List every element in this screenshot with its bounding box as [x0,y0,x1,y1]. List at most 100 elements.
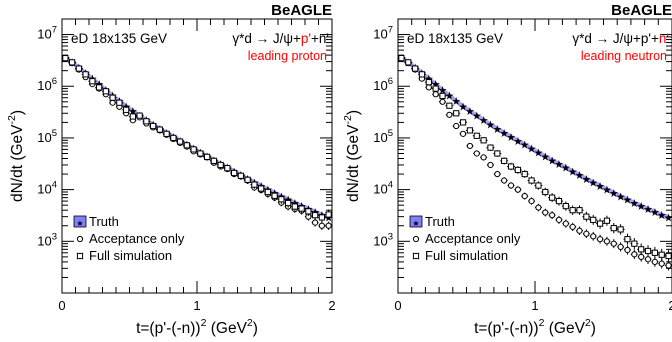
truth-point: ★ [492,124,502,136]
acceptance-point [487,161,494,169]
fullsim-point [318,214,325,221]
fullsim-point [562,202,569,210]
acceptance-point [617,243,624,250]
truth-point: ★ [616,191,626,203]
acceptance-point [473,150,480,157]
acceptance-point [542,209,549,216]
legend-fullsim-marker [76,252,84,260]
fullsim-point [658,251,665,258]
fullsim-point [291,203,298,210]
fullsim-point [156,126,163,133]
fullsim-point [177,138,184,145]
truth-point: ★ [664,212,672,224]
fullsim-point [466,127,474,134]
truth-point: ★ [629,198,639,210]
acceptance-point [480,154,487,161]
fullsim-point [418,71,426,78]
x-tick-label: 2 [668,298,672,313]
y-tick-label: 105 [373,128,393,145]
x-tick-label: 1 [193,298,200,313]
fullsim-point [610,225,617,232]
fullsim-point [251,181,258,188]
truth-point: ★ [324,212,334,224]
beam-label: eD 18x135 GeV [407,31,503,46]
fullsim-point [305,208,312,215]
legend-label: Acceptance only [425,231,521,246]
acceptance-point [583,230,590,237]
fullsim-point [596,220,604,227]
y-tick-label: 104 [373,180,393,197]
acceptance-point [590,233,597,240]
fullsim-point [62,55,69,62]
fullsim-point [285,199,292,207]
acceptance-point [501,177,508,184]
fullsim-point [569,207,576,214]
acceptance-point [658,260,665,267]
x-tick-label: 2 [328,298,335,313]
reaction-label: γ*d → J/ψ+p'+n' [572,31,669,46]
data-layer: ★★★★★★★★★★★★★★★★★★★★★★★★★★★★★★★★★★★★★★★★ [398,53,672,271]
fullsim-point [204,153,211,160]
fullsim-point [446,102,453,109]
chart-panel-1: BeAGLE 103 104 105 106 107 0 1 2 t=(p'-(-n))2 (Ge… [6,2,336,337]
truth-point: ★ [458,101,468,113]
fullsim-point [549,194,556,201]
fullsim-point [583,213,590,220]
fullsim-point [123,106,130,113]
fullsim-point [603,217,611,224]
y-tick-label: 107 [373,25,393,42]
acceptance-point [494,170,501,178]
fullsim-point [258,185,265,192]
fullsim-point [224,165,231,172]
truth-point: ★ [588,177,598,189]
x-tick-label: 0 [58,298,65,313]
acceptance-point [569,223,576,231]
truth-point: ★ [444,91,454,103]
truth-point: ★ [513,136,523,148]
fullsim-point [514,166,521,174]
acceptance-point [624,246,631,254]
truth-point: ★ [602,185,612,197]
acceptance-point [521,192,528,200]
y-axis-label: dN/dt (GeV-2) [342,110,362,202]
fullsim-point [116,99,123,106]
acceptance-point [453,122,460,130]
truth-point: ★ [540,151,550,163]
legend-label: Truth [89,214,119,229]
reaction-label: γ*d → J/ψ+p'+n' [232,31,329,46]
fullsim-point [210,157,217,164]
fullsim-point [480,137,487,144]
fullsim-point [96,84,103,91]
y-tick-label: 107 [37,25,57,42]
legend-truth-swatch [409,215,423,228]
legend-truth-marker: ★ [76,219,83,228]
fullsim-point [651,249,658,256]
chart-panel-2: BeAGLE 103 104 105 106 107 0 1 2 t=(p'-(-n))2 (Ge… [342,2,672,337]
truth-point: ★ [520,140,530,152]
legend-label: Acceptance only [89,231,185,246]
truth-point: ★ [643,204,653,216]
y-tick-label: 103 [37,231,57,248]
acceptance-point [555,216,563,223]
fullsim-point [487,144,494,151]
truth-point: ★ [438,85,448,97]
fullsim-point [278,196,285,203]
legend-label: Truth [425,214,455,229]
fullsim-point [425,79,432,86]
truth-point: ★ [657,210,667,222]
fullsim-point [398,55,405,62]
brand-title: BeAGLE [271,2,332,19]
truth-point: ★ [561,163,571,175]
fullsim-point [102,88,109,95]
acceptance-point [535,204,542,211]
fullsim-point [237,172,244,179]
leading-tag: leading proton [248,49,327,63]
truth-point: ★ [527,144,537,156]
legend-truth-marker: ★ [412,219,419,228]
acceptance-point [459,130,467,137]
truth-point: ★ [465,106,475,118]
acceptance-point [631,251,638,258]
legend-acceptance-marker [412,235,420,243]
fullsim-point [590,216,597,223]
